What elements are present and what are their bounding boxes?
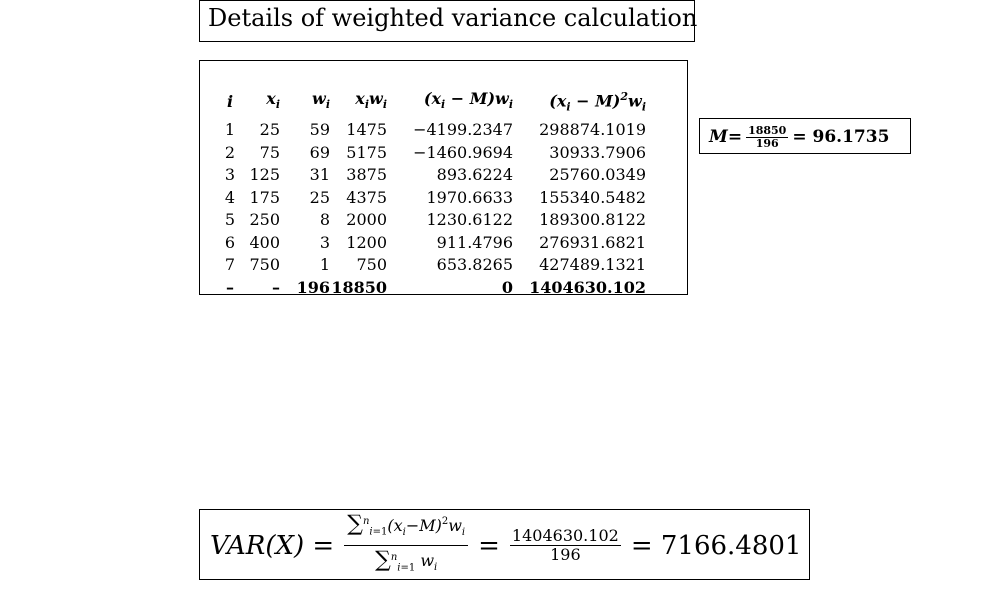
table-row: 6 400 3 1200 911.4796 276931.6821 (216, 232, 646, 255)
table-cell: 155340.5482 (539, 187, 646, 207)
table-cell: 125 (249, 165, 280, 185)
table-cell: 8 (319, 210, 330, 230)
variance-value-denominator: 196 (550, 545, 581, 564)
table-cell: 2 (224, 142, 236, 162)
variance-lhs: VAR(X) = (210, 530, 335, 561)
table-header-row: i xi wi xiwi (xi − M)wi (xi − M)2wi (216, 86, 646, 119)
mean-denominator: 196 (755, 136, 779, 150)
variance-value-numerator: 1404630.102 (509, 526, 621, 546)
table-cell: 1 (319, 255, 330, 275)
table-cell: 189300.8122 (539, 210, 646, 230)
table-total-cell: 1404630.102 (529, 277, 646, 297)
table-cell: −1460.9694 (413, 142, 513, 162)
header-w: wi (312, 89, 330, 112)
mean-formula-box: M= 18850 196 = 96.1735 (699, 118, 911, 154)
table-cell: 427489.1321 (539, 255, 646, 275)
table-cell: 911.4796 (436, 232, 513, 252)
title-box: Details of weighted variance calculation (199, 0, 698, 42)
table-cell: 750 (249, 255, 280, 275)
table-row: 1 25 59 1475 −4199.2347 298874.1019 (216, 119, 646, 142)
table-cell: 75 (259, 142, 280, 162)
table-cell: 4 (224, 187, 236, 207)
table-cell: 4375 (346, 187, 387, 207)
mean-label: M= (709, 127, 743, 147)
table-cell: 5175 (346, 142, 387, 162)
variance-formula-denominator: ∑ni=1 wi (375, 547, 438, 574)
table-cell: −4199.2347 (413, 120, 513, 140)
header-deviation-weight: (xi − M)wi (423, 89, 513, 112)
table-cell: 2000 (346, 210, 387, 230)
page-title: Details of weighted variance calculation (208, 4, 698, 32)
table-cell: 69 (309, 142, 330, 162)
table-cell: 3 (224, 165, 236, 185)
variance-value-fraction: 1404630.102 196 (509, 526, 621, 564)
table-cell: 1200 (346, 232, 387, 252)
table-cell: 893.6224 (436, 165, 513, 185)
table-cell: 175 (249, 187, 280, 207)
table-cell: 5 (224, 210, 236, 230)
table-cell: 25 (309, 187, 330, 207)
table-cell: 1475 (346, 120, 387, 140)
table-cell: 3875 (346, 165, 387, 185)
table-row: 2 75 69 5175 −1460.9694 30933.7906 (216, 142, 646, 165)
table-body: 1 25 59 1475 −4199.2347 298874.1019 2 75 69 5175−… (216, 119, 646, 299)
header-xw: xiwi (355, 89, 387, 112)
variance-formula-fraction: ∑ni=1(xi−M)2wi ∑ni=1 wi (344, 512, 469, 578)
table-total-cell: 0 (501, 277, 513, 297)
mean-result: = 96.1735 (792, 127, 890, 147)
table-cell: 1970.6633 (426, 187, 513, 207)
header-i: i (226, 92, 234, 112)
mean-fraction: 18850 196 (746, 123, 789, 150)
header-x: xi (266, 89, 280, 112)
table-cell: 25 (259, 120, 280, 140)
variance-result: = 7166.4801 (630, 530, 802, 561)
table-cell: 6 (224, 232, 236, 252)
table-row: 4 175 25 4375 1970.6633 155340.5482 (216, 187, 646, 210)
calculation-table: i xi wi xiwi (xi − M)wi (xi − M)2wi 1 25 5… (216, 86, 646, 299)
variance-formula-box: VAR(X) = ∑ni=1(xi−M)2wi ∑ni=1 wi = 14046… (199, 509, 810, 580)
mean-numerator: 18850 (746, 123, 789, 138)
table-cell: 400 (249, 232, 280, 252)
table-cell: 298874.1019 (539, 120, 646, 140)
variance-formula-numerator: ∑ni=1(xi−M)2wi (344, 512, 469, 546)
table-total-cell: 196 (296, 277, 330, 297)
table-total-cell: – (226, 277, 234, 297)
table-cell: 1 (224, 120, 236, 140)
calculation-table-box: i xi wi xiwi (xi − M)wi (xi − M)2wi 1 25 5… (199, 60, 688, 297)
table-cell: 31 (309, 165, 330, 185)
header-squared-deviation-weight: (xi − M)2wi (549, 90, 646, 114)
table-row: 7 750 1 750 653.8265 427489.1321 (216, 254, 646, 277)
table-cell: 1230.6122 (426, 210, 513, 230)
table-cell: 30933.7906 (549, 142, 646, 162)
table-row: 5 250 8 2000 1230.6122 189300.8122 (216, 209, 646, 232)
table-cell: 750 (356, 255, 387, 275)
table-cell: 7 (224, 255, 236, 275)
table-cell: 59 (309, 120, 330, 140)
table-cell: 25760.0349 (549, 165, 646, 185)
table-cell: 250 (249, 210, 280, 230)
table-row: 3 125 31 3875 893.6224 25760.0349 (216, 164, 646, 187)
table-totals-row: – –196 18850 0 1404630.102 (216, 277, 646, 300)
table-total-cell: – (272, 277, 280, 297)
table-cell: 276931.6821 (539, 232, 646, 252)
table-total-cell: 18850 (331, 277, 387, 297)
table-cell: 653.8265 (436, 255, 513, 275)
table-cell: 3 (319, 232, 330, 252)
